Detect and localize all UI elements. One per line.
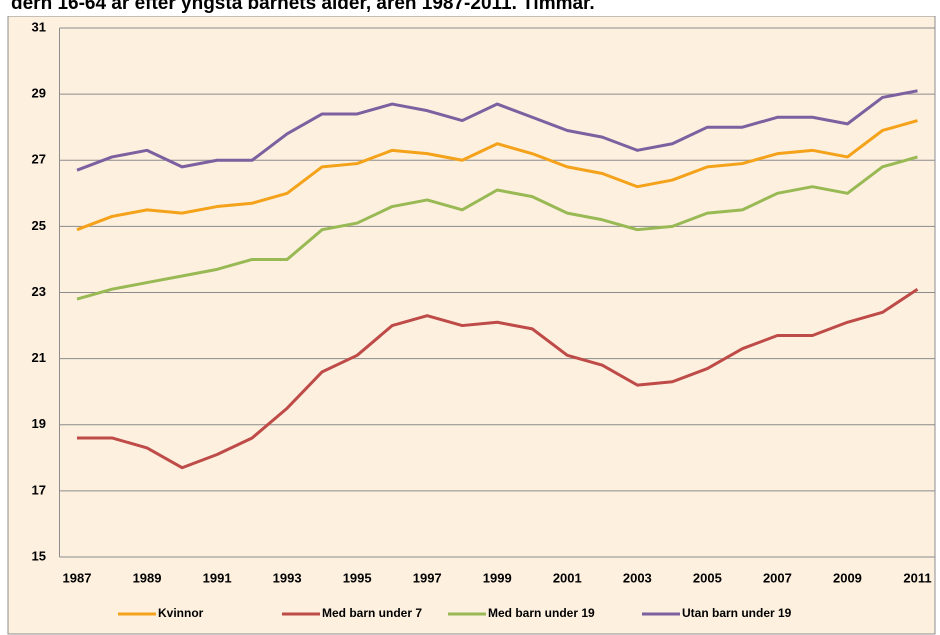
legend-label: Med barn under 19 <box>488 606 595 620</box>
x-tick-label: 1997 <box>413 570 442 585</box>
y-tick-label: 15 <box>32 548 46 563</box>
legend-label: Kvinnor <box>158 606 204 620</box>
x-tick-label: 1993 <box>273 570 302 585</box>
x-tick-label: 2003 <box>623 570 652 585</box>
x-tick-label: 2007 <box>763 570 792 585</box>
x-tick-label: 1995 <box>343 570 372 585</box>
x-tick-label: 2005 <box>693 570 722 585</box>
x-tick-label: 1987 <box>63 570 92 585</box>
y-tick-label: 17 <box>32 482 46 497</box>
x-tick-label: 1991 <box>203 570 232 585</box>
title-band <box>0 0 940 16</box>
legend-label: Med barn under 7 <box>322 606 422 620</box>
y-tick-label: 27 <box>32 152 46 167</box>
y-tick-label: 31 <box>32 19 46 34</box>
y-tick-label: 21 <box>32 350 46 365</box>
series-line <box>76 89 918 172</box>
y-tick-label: 25 <box>32 218 46 233</box>
x-tick-label: 2001 <box>553 570 582 585</box>
y-tick-label: 19 <box>32 416 46 431</box>
x-tick-label: 1999 <box>483 570 512 585</box>
x-tick-label: 2011 <box>903 570 931 585</box>
legend-label: Utan barn under 19 <box>682 606 792 620</box>
series-line <box>76 119 918 232</box>
y-tick-label: 23 <box>32 284 46 299</box>
x-tick-label: 2009 <box>833 570 862 585</box>
x-tick-label: 1989 <box>133 570 162 585</box>
chart-title: dern 16-64 år efter yngsta barnets ålder… <box>11 0 595 14</box>
y-tick-label: 29 <box>32 86 46 101</box>
series-line <box>76 155 918 301</box>
series-line <box>77 287 919 470</box>
